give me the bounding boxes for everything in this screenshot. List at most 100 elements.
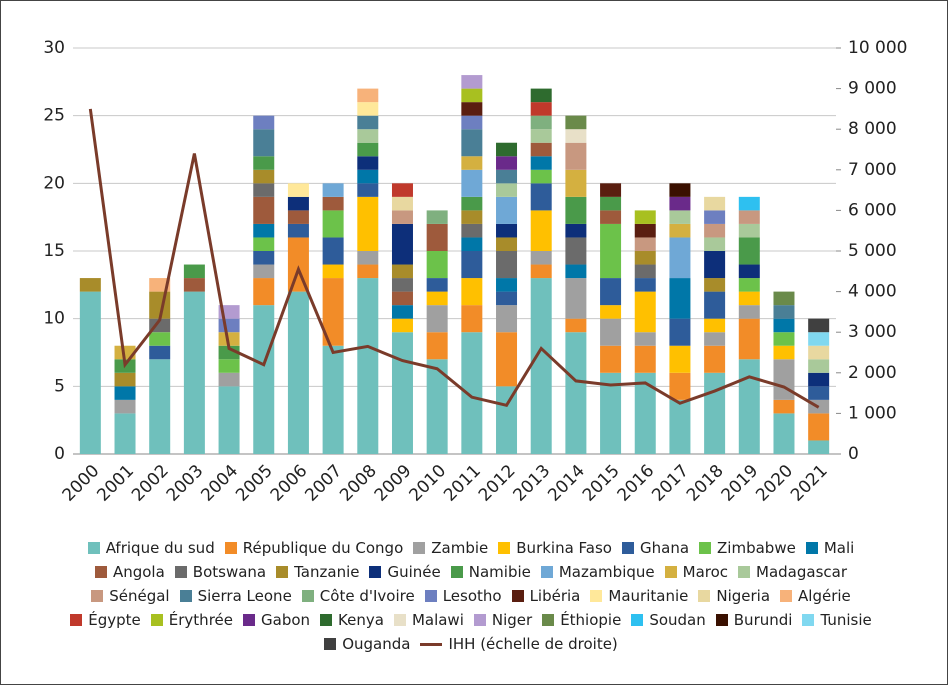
legend-label: République du Congo [242,539,404,557]
bar-segment [530,183,552,211]
bar-segment [530,169,552,184]
x-tick-label: 2011 [440,461,485,506]
bar-segment [218,372,240,387]
bar-segment [218,332,240,346]
bar-segment [391,291,413,306]
legend-swatch [540,566,553,578]
legend-swatch [150,614,163,626]
bar-segment [357,196,379,251]
bar-segment [634,251,656,265]
legend-item: Maroc [664,560,728,584]
bar-segment [461,223,483,238]
legend-swatch [94,566,107,578]
legend-label: Angola [112,563,165,581]
legend-label: Sierra Leone [197,587,292,605]
bar-segment [808,345,830,360]
legend-label: Lesotho [442,587,502,605]
bar-segment [565,318,587,333]
y2-tick-label: 10 000 [848,38,907,58]
legend-swatch [424,590,437,602]
bar-segment [773,291,795,306]
y2-tick-label: 8 000 [848,119,897,139]
y-tick-label: 20 [43,173,65,193]
bar-segment [738,264,760,279]
bar-segment [287,223,309,238]
bar-segment [496,183,518,197]
legend-swatch [715,614,728,626]
x-tick-label: 2007 [301,461,346,506]
bar-segment [565,223,587,238]
legend-label: Mali [823,539,855,557]
bar-segment [426,305,448,333]
x-tick-label: 2015 [579,461,624,506]
bar-segment [426,332,448,360]
bar-segment [808,440,830,454]
bar-segment [669,345,691,373]
bar-segment [253,251,275,265]
bar-segment [808,372,830,387]
y2-tick-label: 7 000 [848,160,897,180]
bar-segment [738,237,760,265]
bar-segment [391,278,413,292]
bar-segment [704,237,726,251]
legend-swatch [498,542,511,554]
legend-swatch [802,614,815,626]
bar-segment [496,196,518,224]
bar-segment [218,386,240,454]
bar-segment [808,359,830,373]
bar-segment [461,169,483,197]
bar-segment [496,291,518,306]
x-tick-label: 2014 [544,461,589,506]
legend-item: Botswana [174,560,266,584]
bar-segment [253,237,275,251]
bar-segment [704,345,726,373]
bar-segment [530,210,552,251]
x-tick-label: 2020 [752,461,797,506]
legend-label: Libéria [529,587,581,605]
legend-item: IHH (échelle de droite) [420,632,618,656]
bar-segment [565,169,587,197]
bar-segment [704,291,726,319]
legend-item: Sénégal [91,584,170,608]
legend-item: Mali [805,536,855,560]
bar-segment [357,88,379,103]
bar-segment [565,115,587,130]
x-tick-label: 2002 [128,461,173,506]
bar-segment [600,278,622,306]
bar-segment [114,413,136,454]
bar-segment [530,142,552,157]
legend-item: Burkina Faso [498,536,612,560]
bar-segment [183,278,205,292]
bar-segment [634,291,656,333]
bar-segment [253,223,275,238]
legend-item: Lesotho [424,584,502,608]
bar-segment [600,318,622,346]
bar-segment [253,169,275,184]
legend-swatch [622,542,634,554]
bar-segment [634,332,656,346]
chart: 0 5 10 15 20 25 30 0 1 000 2 000 3 000 4 000 5 000 6 … [43,38,907,506]
bar-segment [253,183,275,197]
bar-segment [600,305,622,319]
legend-label: Madagascar [756,563,848,581]
legend-swatch [91,590,104,602]
legend-item: Sierra Leone [179,584,292,608]
bar-segment [496,305,518,333]
legend-label: Nigeria [716,587,771,605]
y-tick-label: 0 [54,444,65,464]
bar-segment [738,359,760,454]
bar-segment [496,169,518,184]
bar-segment [114,386,136,400]
bar-segment [773,305,795,319]
bar-segment [461,332,483,454]
x-tick-label: 2017 [648,461,693,506]
x-tick-label: 2004 [197,461,242,506]
bar-segment [426,291,448,306]
bar-segment [773,359,795,400]
bar-segment [634,372,656,454]
legend-swatch [70,614,83,626]
bar-segment [391,196,413,211]
legend-item: République du Congo [224,536,404,560]
legend-label: Burkina Faso [516,539,612,557]
x-tick-label: 2018 [683,461,728,506]
